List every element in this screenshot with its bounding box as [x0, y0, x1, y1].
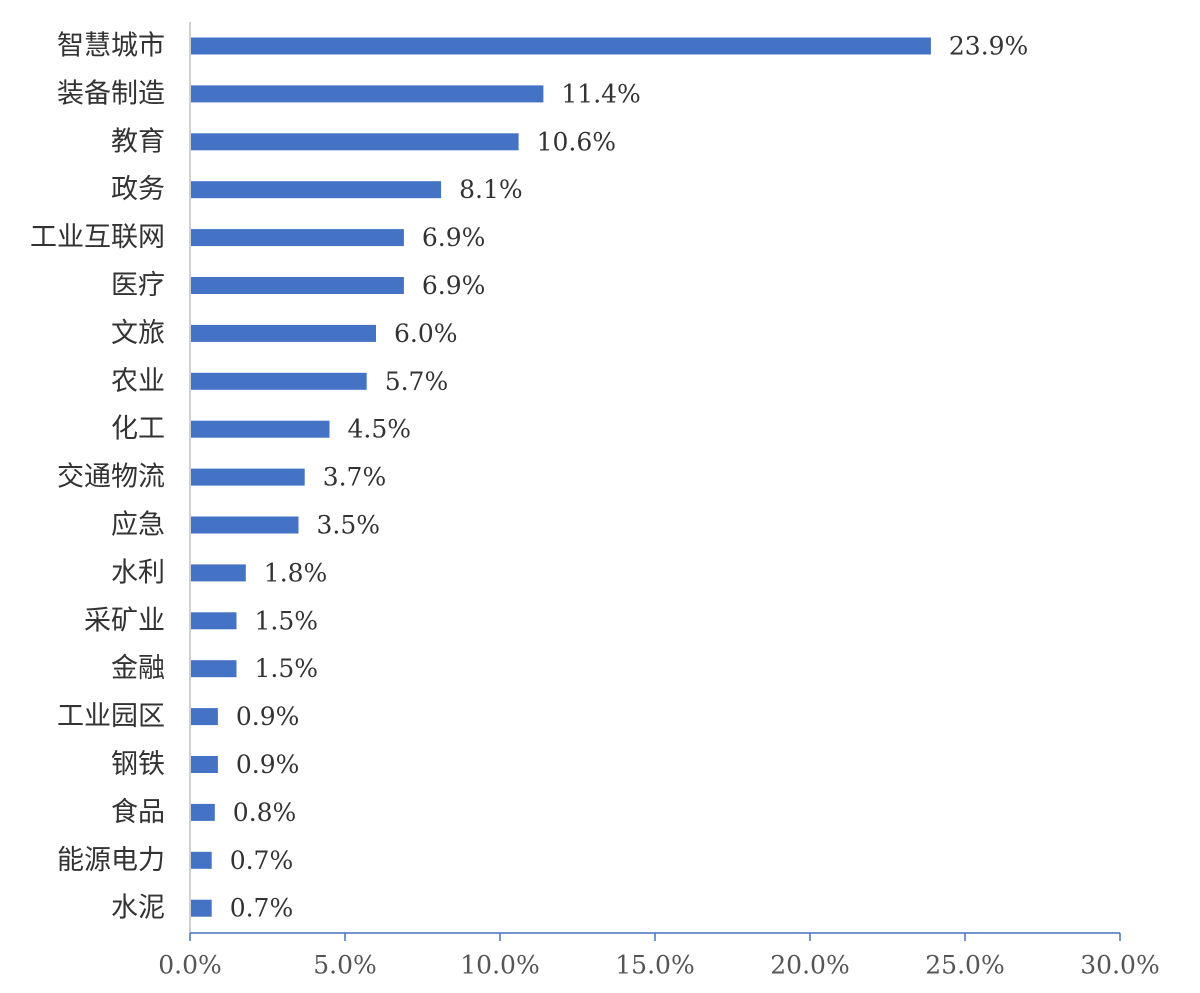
- data-label: 3.7%: [323, 463, 387, 492]
- category-label: 智慧城市: [57, 31, 165, 62]
- category-label: 文旅: [111, 318, 165, 349]
- data-label: 4.5%: [348, 415, 412, 444]
- bar: [191, 37, 931, 55]
- data-label: 6.0%: [394, 319, 458, 348]
- bar: [191, 181, 442, 199]
- category-label: 工业园区: [57, 701, 165, 732]
- category-label: 应急: [111, 510, 165, 541]
- category-label: 工业互联网: [30, 222, 165, 253]
- data-label: 23.9%: [949, 32, 1028, 61]
- bar: [191, 420, 330, 438]
- data-label: 6.9%: [422, 271, 486, 300]
- category-label: 水利: [111, 557, 165, 588]
- data-label: 0.8%: [233, 798, 297, 827]
- data-label: 8.1%: [459, 175, 523, 204]
- data-label: 0.7%: [230, 846, 294, 875]
- data-label: 5.7%: [385, 367, 449, 396]
- bar: [191, 708, 218, 726]
- data-label: 0.7%: [230, 894, 294, 923]
- bar: [191, 803, 215, 821]
- category-label: 医疗: [111, 270, 165, 301]
- bar: [191, 660, 237, 678]
- bar: [191, 324, 376, 342]
- data-label: 10.6%: [537, 127, 616, 156]
- bar: [191, 277, 404, 294]
- x-tick-label: 15.0%: [615, 951, 694, 980]
- data-label: 11.4%: [561, 79, 640, 108]
- category-label: 金融: [111, 653, 165, 684]
- bar: [191, 133, 519, 151]
- category-label: 钢铁: [111, 749, 165, 780]
- category-label: 能源电力: [57, 845, 165, 876]
- data-label: 6.9%: [422, 223, 486, 252]
- category-label: 农业: [111, 366, 165, 397]
- x-ticks-group: 0.0% 5.0% 10.0% 15.0% 20.0% 25.0% 30.0%: [158, 933, 1160, 980]
- category-label: 教育: [111, 126, 165, 157]
- data-label: 3.5%: [317, 511, 381, 540]
- data-label: 0.9%: [236, 702, 300, 731]
- category-label: 装备制造: [57, 78, 165, 109]
- bar: [191, 229, 404, 247]
- x-tick-label: 0.0%: [158, 951, 222, 980]
- x-tick-label: 5.0%: [313, 951, 377, 980]
- category-label: 政务: [111, 174, 165, 205]
- bar: [191, 899, 212, 917]
- bar: [191, 85, 544, 103]
- category-label: 食品: [111, 797, 165, 828]
- bars-group: [191, 37, 931, 917]
- data-label: 1.8%: [264, 558, 328, 587]
- x-tick-label: 10.0%: [460, 951, 539, 980]
- bar: [191, 468, 305, 486]
- bar: [191, 372, 367, 390]
- x-tick-label: 25.0%: [925, 951, 1004, 980]
- bar: [191, 564, 246, 582]
- category-label: 化工: [111, 414, 165, 445]
- category-labels-group: 智慧城市装备制造教育政务工业互联网医疗文旅农业化工交通物流应急水利采矿业金融工业…: [30, 31, 165, 924]
- category-label: 交通物流: [57, 462, 165, 493]
- bar: [191, 851, 212, 869]
- category-label: 采矿业: [84, 605, 165, 636]
- bar: [191, 612, 237, 630]
- value-labels-group: 23.9% 11.4% 10.6% 8.1% 6.9% 6.9% 6.0% 5.7% 4.5% 3…: [230, 32, 1029, 923]
- data-label: 1.5%: [255, 606, 319, 635]
- category-label: 水泥: [111, 893, 165, 924]
- bar: [191, 516, 299, 534]
- x-tick-label: 30.0%: [1080, 951, 1159, 980]
- data-label: 0.9%: [236, 750, 300, 779]
- x-tick-label: 20.0%: [770, 951, 849, 980]
- bar: [191, 756, 218, 773]
- data-label: 1.5%: [255, 654, 319, 683]
